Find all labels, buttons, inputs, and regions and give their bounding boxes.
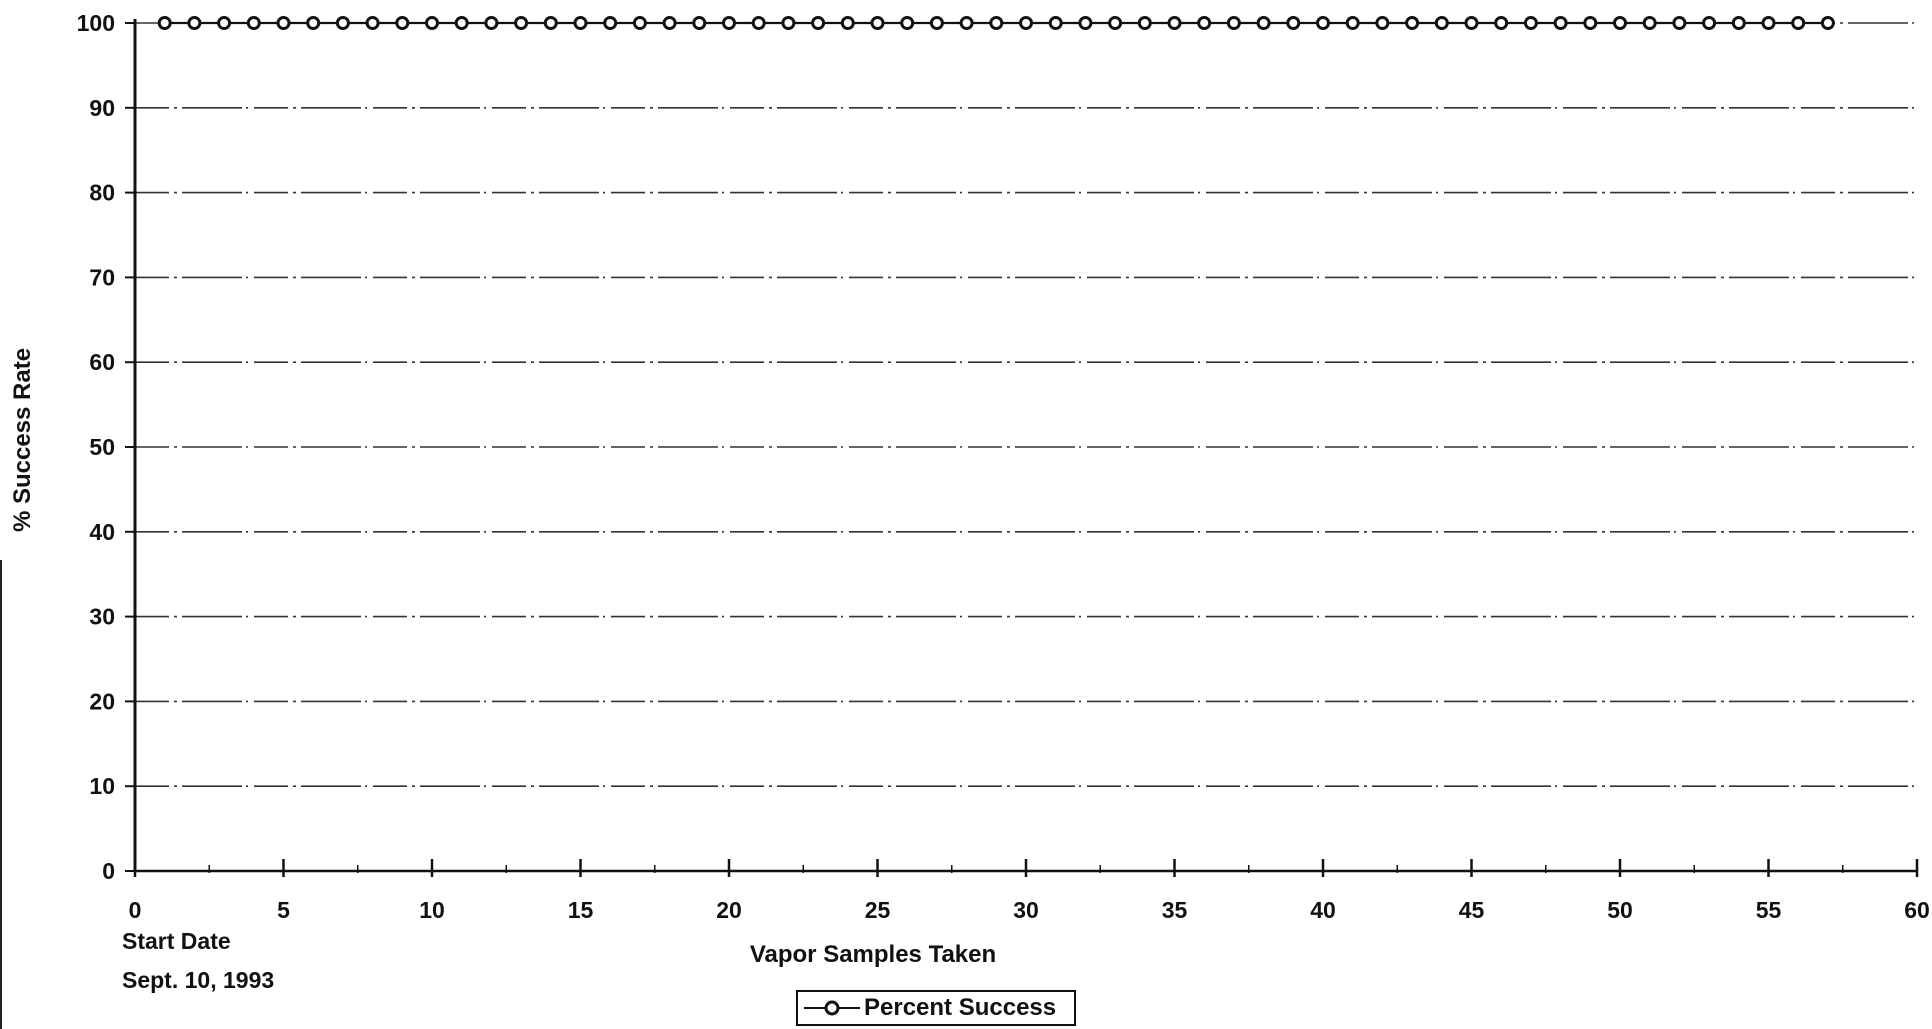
data-point-11: [454, 16, 469, 30]
y-tick-label-80: 80: [89, 180, 115, 206]
data-point-12: [484, 16, 499, 30]
data-point-9: [395, 16, 410, 30]
data-point-28: [959, 16, 974, 30]
x-tick-label-15: 15: [568, 897, 594, 923]
data-point-47: [1523, 16, 1538, 30]
data-point-55: [1761, 16, 1776, 30]
x-tick-label-5: 5: [277, 897, 290, 923]
data-point-36: [1197, 16, 1212, 30]
data-point-39: [1286, 16, 1301, 30]
x-tick-label-25: 25: [865, 897, 891, 923]
data-point-29: [989, 16, 1004, 30]
data-point-21: [751, 16, 766, 30]
x-tick-label-55: 55: [1756, 897, 1782, 923]
data-point-23: [811, 16, 826, 30]
legend: Percent Success: [796, 990, 1076, 1026]
start-date-value: Sept. 10, 1993: [122, 967, 274, 993]
data-point-16: [603, 16, 618, 30]
axes: [133, 19, 1917, 873]
x-tick-label-60: 60: [1904, 897, 1930, 923]
y-axis-title: % Success Rate: [9, 348, 36, 532]
start-date-label: Start Date: [122, 928, 231, 954]
data-point-48: [1553, 16, 1568, 30]
y-tick-label-90: 90: [89, 95, 115, 121]
data-point-50: [1613, 16, 1627, 30]
x-tick-label-20: 20: [716, 897, 742, 923]
data-point-22: [781, 16, 796, 30]
y-tick-label-70: 70: [89, 264, 115, 290]
y-tick-label-50: 50: [89, 434, 115, 460]
data-point-46: [1494, 16, 1509, 30]
data-point-10: [425, 16, 439, 30]
y-tick-label-60: 60: [89, 349, 115, 375]
data-point-30: [1019, 16, 1033, 30]
data-point-57: [1820, 16, 1835, 30]
data-point-43: [1405, 16, 1420, 30]
data-point-27: [929, 16, 944, 30]
y-tick-label-40: 40: [89, 519, 115, 545]
data-point-32: [1078, 16, 1093, 30]
data-point-20: [722, 16, 736, 30]
y-tick-label-100: 100: [77, 10, 115, 36]
x-tick-label-30: 30: [1013, 897, 1039, 923]
data-point-25: [870, 16, 885, 30]
data-point-44: [1434, 16, 1449, 30]
data-point-49: [1583, 16, 1598, 30]
data-point-7: [335, 16, 350, 30]
data-point-42: [1375, 16, 1390, 30]
y-tick-label-20: 20: [89, 688, 115, 714]
y-tick-label-0: 0: [102, 858, 115, 884]
y-tick-label-10: 10: [89, 773, 115, 799]
data-point-37: [1226, 16, 1241, 30]
legend-swatch-open-circle-icon: [804, 1000, 860, 1016]
data-point-1: [157, 16, 172, 30]
x-axis-title: Vapor Samples Taken: [750, 941, 996, 968]
data-point-24: [840, 16, 855, 30]
data-point-51: [1642, 16, 1657, 30]
data-point-5: [276, 16, 291, 30]
legend-label: Percent Success: [864, 994, 1057, 1021]
data-point-19: [692, 16, 707, 30]
data-point-52: [1672, 16, 1687, 30]
x-tick-label-10: 10: [419, 897, 445, 923]
data-point-2: [187, 16, 202, 30]
data-point-35: [1167, 16, 1182, 30]
data-point-15: [573, 16, 588, 30]
gridlines: [135, 22, 1917, 788]
data-point-54: [1731, 16, 1746, 30]
x-axis-ticks: 0 5 10 15 20 25 30 35 40 45 50 55 60: [129, 859, 1930, 923]
data-point-3: [217, 16, 232, 30]
y-tick-label-30: 30: [89, 604, 115, 630]
data-point-53: [1702, 16, 1717, 30]
data-point-18: [662, 16, 677, 30]
x-tick-label-35: 35: [1162, 897, 1188, 923]
data-point-33: [1108, 16, 1123, 30]
data-point-56: [1791, 16, 1806, 30]
data-point-14: [543, 16, 558, 30]
y-axis-ticks: 0 10 20 30 40 50 60 70 80 90 100: [77, 10, 135, 884]
data-point-4: [246, 16, 261, 30]
data-point-6: [306, 16, 321, 30]
data-point-41: [1345, 16, 1360, 30]
data-point-17: [632, 16, 647, 30]
data-point-8: [365, 16, 380, 30]
data-point-13: [514, 16, 529, 30]
data-point-31: [1048, 16, 1063, 30]
x-tick-label-40: 40: [1310, 897, 1336, 923]
x-tick-label-0: 0: [129, 897, 142, 923]
left-edge-line: [0, 560, 2, 1029]
data-point-45: [1464, 16, 1479, 30]
data-point-26: [900, 16, 915, 30]
x-tick-label-50: 50: [1607, 897, 1633, 923]
series-percent-success: [157, 16, 1835, 30]
data-point-40: [1316, 16, 1330, 30]
x-tick-label-45: 45: [1459, 897, 1485, 923]
data-point-38: [1256, 16, 1271, 30]
data-point-34: [1137, 16, 1152, 30]
